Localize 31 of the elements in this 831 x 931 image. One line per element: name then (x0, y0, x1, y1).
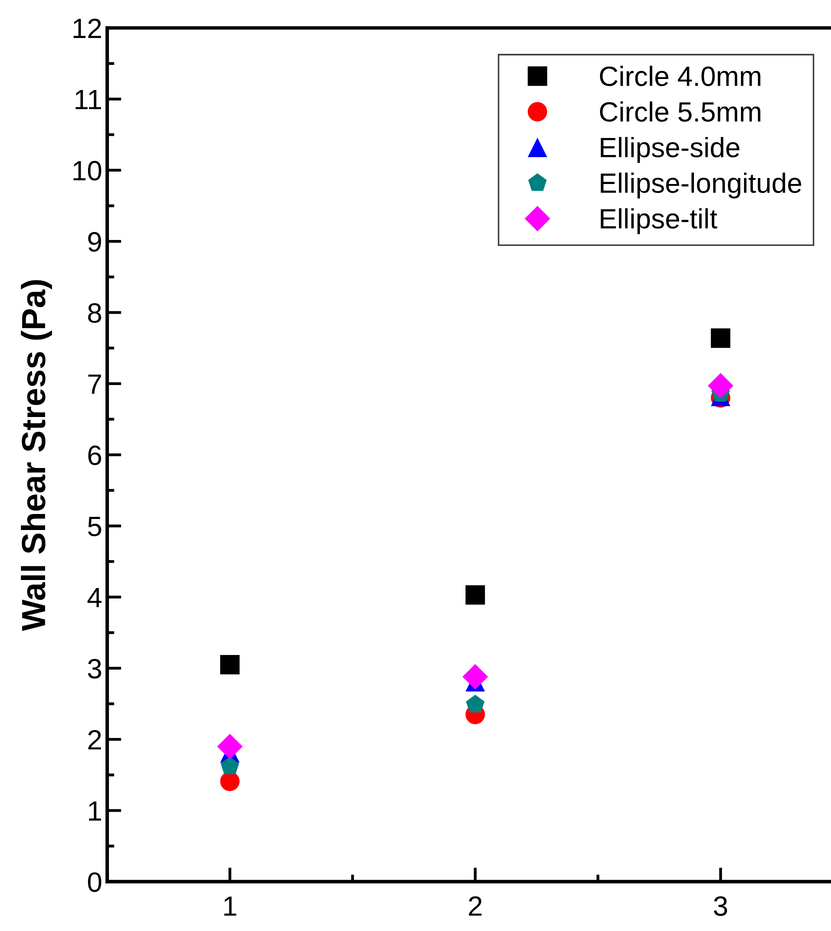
legend-label: Ellipse-side (600, 136, 740, 163)
y-tick-label: 5 (88, 516, 102, 536)
x-tick-label: 3 (714, 896, 728, 916)
legend-label: Ellipse-tilt (600, 208, 718, 234)
y-tick-label: 4 (88, 588, 102, 608)
legend-label: Ellipse-longitude (600, 172, 802, 198)
point (220, 756, 240, 774)
y-tick-label: 12 (74, 18, 101, 38)
y-tick-label: 9 (88, 232, 102, 252)
y-tick-label: 6 (88, 445, 102, 466)
y-tick-label: 11 (76, 90, 101, 110)
y-tick-label: 2 (88, 730, 101, 750)
y-tick-label: 3 (88, 658, 102, 679)
point (462, 664, 488, 690)
y-tick-label: 10 (74, 160, 102, 181)
y-axis-title: Wall Shear Stress (Pa) (20, 280, 52, 632)
y-tick-label: 1 (89, 801, 101, 821)
point (220, 654, 240, 674)
point (708, 373, 734, 399)
y-tick-label: 7 (88, 374, 101, 394)
point (466, 585, 485, 605)
x-tick-label: 1 (224, 896, 236, 916)
point (220, 772, 240, 792)
point (466, 694, 484, 712)
legend-label: Circle 4.0mm (600, 66, 760, 86)
y-tick-label: 0 (88, 872, 102, 892)
legend-label: Circle 5.5mm (600, 101, 760, 122)
point (710, 328, 730, 348)
y-tick-label: 8 (88, 303, 102, 323)
point (217, 734, 243, 760)
x-tick-label: 2 (468, 896, 482, 916)
